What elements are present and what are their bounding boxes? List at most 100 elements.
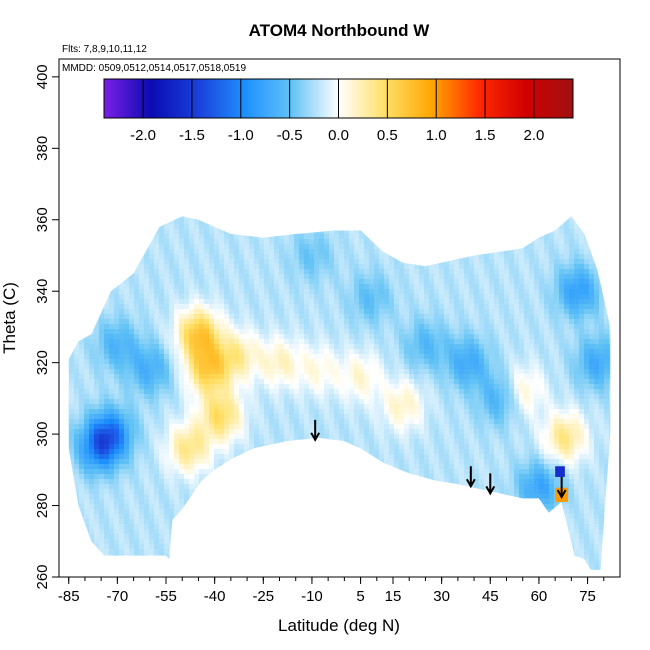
heatmap-cell (159, 284, 165, 290)
heatmap-cell (224, 414, 230, 420)
heatmap-cell (164, 494, 170, 500)
heatmap-cell (69, 354, 75, 360)
heatmap-cell (169, 349, 175, 355)
heatmap-cell (139, 319, 145, 325)
heatmap-cell (104, 124, 109, 129)
heatmap-cell (68, 374, 70, 380)
heatmap-cell (174, 384, 180, 390)
heatmap-cell (179, 549, 185, 555)
heatmap-cell (94, 384, 100, 390)
heatmap-cell (84, 519, 90, 525)
heatmap-cell (274, 504, 280, 510)
heatmap-cell (94, 419, 100, 425)
heatmap-cell (204, 249, 210, 255)
heatmap-cell (189, 449, 195, 455)
heatmap-cell (209, 139, 214, 144)
heatmap-cell (159, 419, 165, 425)
heatmap-cell (234, 479, 240, 485)
heatmap-cell (109, 119, 114, 124)
heatmap-cell (199, 464, 205, 470)
heatmap-cell (264, 174, 269, 179)
heatmap-cell (174, 244, 180, 250)
heatmap-cell (274, 339, 280, 345)
heatmap-cell (69, 159, 74, 164)
heatmap-cell (89, 254, 95, 260)
heatmap-cell (149, 464, 155, 470)
heatmap-cell (164, 544, 170, 550)
heatmap-cell (119, 459, 125, 465)
heatmap-cell (69, 194, 74, 199)
heatmap-cell (84, 524, 90, 530)
heatmap-cell (259, 254, 265, 260)
heatmap-cell (224, 279, 230, 285)
heatmap-cell (259, 479, 265, 485)
heatmap-cell (264, 64, 269, 69)
heatmap-cell (244, 279, 250, 285)
heatmap-cell (244, 379, 250, 385)
heatmap-cell (154, 149, 159, 154)
heatmap-cell (194, 384, 200, 390)
heatmap-cell (279, 59, 284, 64)
heatmap-cell (129, 384, 135, 390)
heatmap-cell (199, 194, 204, 199)
heatmap-cell (134, 429, 140, 435)
heatmap-cell (124, 219, 130, 225)
heatmap-cell (224, 164, 229, 169)
heatmap-cell (179, 374, 185, 380)
heatmap-cell (94, 99, 99, 104)
heatmap-cell (279, 159, 284, 164)
heatmap-cell (184, 429, 190, 435)
heatmap-cell (254, 59, 259, 64)
heatmap-cell (259, 554, 265, 560)
heatmap-cell (134, 249, 140, 255)
heatmap-cell (279, 69, 284, 74)
heatmap-cell (259, 229, 265, 235)
heatmap-cell (99, 139, 104, 144)
heatmap-cell (234, 269, 240, 275)
heatmap-cell (249, 264, 255, 270)
heatmap-cell (174, 154, 179, 159)
heatmap-cell (89, 554, 95, 560)
heatmap-cell (69, 349, 75, 355)
heatmap-cell (154, 364, 160, 370)
heatmap-cell (289, 464, 295, 470)
heatmap-cell (204, 379, 210, 385)
heatmap-cell (219, 504, 225, 510)
heatmap-cell (94, 294, 100, 300)
heatmap-cell (284, 379, 290, 385)
heatmap-cell (174, 269, 180, 275)
heatmap-cell (249, 294, 255, 300)
heatmap-cell (69, 499, 75, 505)
heatmap-cell (254, 229, 260, 235)
heatmap-cell (159, 544, 165, 550)
heatmap-cell (114, 504, 120, 510)
heatmap-cell (214, 554, 220, 560)
heatmap-cell (74, 549, 80, 555)
heatmap-cell (264, 199, 269, 204)
heatmap-cell (68, 369, 70, 375)
heatmap-cell (109, 309, 115, 315)
heatmap-cell (84, 449, 90, 455)
heatmap-cell (59, 184, 64, 189)
heatmap-cell (94, 559, 100, 565)
heatmap-cell (204, 429, 210, 435)
heatmap-cell (119, 249, 125, 255)
heatmap-cell (264, 179, 269, 184)
heatmap-cell (114, 514, 120, 520)
heatmap-cell (229, 304, 235, 310)
heatmap-cell (59, 214, 64, 219)
heatmap-cell (279, 64, 284, 69)
heatmap-cell (59, 79, 64, 84)
heatmap-cell (219, 134, 224, 139)
heatmap-cell (149, 389, 155, 395)
heatmap-cell (274, 424, 280, 430)
heatmap-cell (189, 304, 195, 310)
heatmap-cell (89, 489, 95, 495)
heatmap-cell (169, 149, 174, 154)
heatmap-cell (184, 364, 190, 370)
heatmap-cell (104, 299, 110, 305)
heatmap-cell (204, 419, 210, 425)
heatmap-cell (84, 94, 89, 99)
heatmap-cell (204, 279, 210, 285)
heatmap-cell (134, 499, 140, 505)
